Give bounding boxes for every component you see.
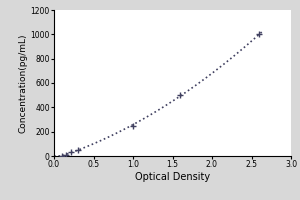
Y-axis label: Concentration(pg/mL): Concentration(pg/mL) [19,33,28,133]
X-axis label: Optical Density: Optical Density [135,172,210,182]
